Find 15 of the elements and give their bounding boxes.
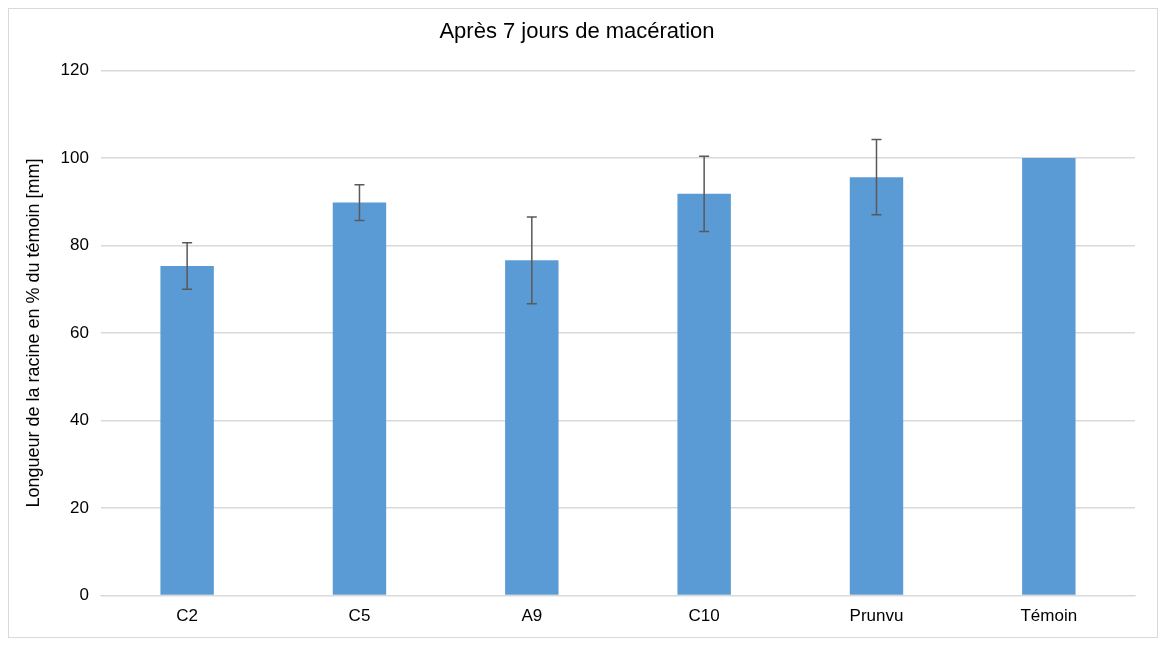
y-tick-label: 20 (70, 497, 89, 517)
x-tick-label: C10 (688, 606, 720, 626)
y-tick-label: 40 (70, 410, 89, 430)
y-tick-label: 120 (60, 60, 89, 80)
chart-title: Après 7 jours de macération (439, 18, 715, 44)
y-tick-label: 0 (79, 585, 89, 605)
x-tick-label: Prunvu (849, 606, 904, 626)
y-tick-label: 60 (70, 322, 89, 342)
x-tick-label: A9 (521, 606, 543, 626)
y-tick-label: 80 (70, 235, 89, 255)
y-tick-label: 100 (60, 147, 89, 167)
y-axis-title: Longueur de la racine en % du témoin [mm] (22, 158, 43, 508)
x-tick-label: C2 (176, 606, 198, 626)
x-tick-label: C5 (348, 606, 371, 626)
x-tick-label: Témoin (1020, 606, 1078, 626)
